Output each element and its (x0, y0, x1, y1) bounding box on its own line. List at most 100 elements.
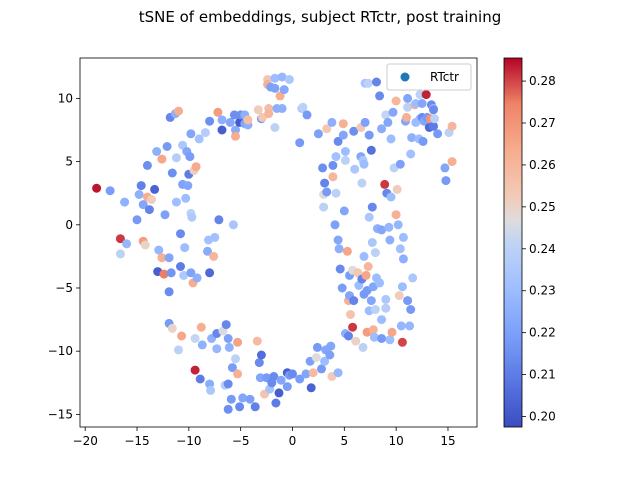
data-point-119 (264, 109, 274, 119)
data-point-91 (229, 110, 239, 120)
data-point-5 (120, 197, 130, 207)
data-point-165 (328, 160, 338, 170)
data-point-293 (447, 157, 457, 167)
data-point-166 (328, 172, 338, 182)
data-point-149 (311, 353, 321, 362)
y-tick-label: −10 (48, 344, 73, 358)
data-point-156 (320, 356, 330, 366)
data-point-217 (367, 202, 377, 212)
data-point-43 (179, 270, 189, 280)
data-point-139 (288, 369, 297, 379)
data-point-8 (134, 190, 144, 199)
data-point-78 (217, 115, 227, 125)
data-point-161 (325, 350, 335, 360)
y-axis: −15 −10 −5 0 5 10 (48, 91, 80, 421)
legend: RTctr (386, 63, 472, 91)
data-point-180 (340, 147, 350, 156)
data-point-219 (368, 325, 378, 335)
data-point-252 (395, 159, 405, 169)
data-point-265 (406, 305, 416, 314)
x-tick-label: 0 (289, 434, 297, 448)
data-point-244 (387, 327, 397, 337)
data-point-236 (381, 303, 391, 313)
data-point-250 (393, 220, 403, 230)
data-point-76 (213, 107, 223, 117)
data-point-87 (225, 117, 235, 127)
colorbar-tick-label: 0.25 (529, 200, 556, 214)
data-point-96 (233, 369, 243, 379)
data-point-290 (441, 176, 451, 186)
data-point-28 (164, 253, 174, 263)
data-point-70 (206, 385, 216, 395)
data-point-179 (340, 155, 350, 165)
y-tick-label: 10 (58, 91, 73, 105)
colorbar-tick-label: 0.24 (529, 242, 556, 256)
x-tick-label: 5 (341, 434, 349, 448)
data-point-59 (192, 273, 202, 283)
data-point-20 (154, 245, 164, 255)
data-point-261 (403, 102, 413, 112)
data-point-40 (177, 331, 187, 341)
data-point-258 (398, 254, 408, 264)
data-point-222 (370, 248, 380, 258)
data-point-44 (180, 243, 190, 253)
plot-frame (79, 57, 478, 428)
chart-title: tSNE of embeddings, subject RTctr, post … (139, 8, 501, 26)
colorbar-tick-label: 0.27 (529, 116, 556, 130)
data-point-162 (326, 341, 336, 351)
data-point-25 (162, 142, 172, 151)
data-point-16 (147, 195, 156, 204)
data-point-111 (256, 350, 266, 360)
data-point-133 (277, 72, 287, 82)
data-point-160 (322, 187, 332, 197)
data-point-86 (224, 342, 234, 352)
x-tick-label: 15 (440, 434, 455, 448)
data-point-6 (122, 239, 132, 249)
data-points (92, 72, 457, 414)
data-point-3 (115, 234, 125, 244)
data-point-64 (200, 128, 210, 138)
data-point-51 (186, 129, 196, 139)
data-point-36 (174, 106, 183, 116)
data-point-79 (217, 125, 227, 135)
data-point-134 (279, 85, 289, 95)
data-point-288 (433, 129, 443, 139)
data-point-171 (333, 235, 343, 245)
colorbar-tick-label: 0.28 (529, 74, 556, 88)
data-point-65 (203, 246, 212, 256)
data-point-63 (197, 340, 207, 350)
data-point-32 (167, 168, 177, 178)
data-point-14 (142, 160, 152, 170)
y-tick-label: 5 (65, 155, 73, 169)
data-point-257 (398, 232, 408, 242)
data-point-182 (342, 246, 352, 256)
data-point-89 (227, 363, 237, 373)
data-point-187 (346, 310, 355, 319)
data-point-56 (190, 365, 200, 375)
data-point-17 (150, 184, 160, 194)
data-point-207 (361, 270, 371, 280)
x-tick-label: −10 (176, 434, 201, 448)
data-point-94 (231, 131, 240, 141)
data-point-233 (380, 179, 390, 189)
data-point-239 (384, 222, 394, 232)
data-point-256 (397, 282, 407, 292)
data-point-39 (176, 229, 185, 239)
data-point-145 (302, 110, 312, 120)
data-point-164 (327, 117, 337, 127)
data-point-45 (181, 193, 191, 203)
data-point-167 (330, 220, 340, 230)
data-point-266 (406, 149, 416, 159)
data-point-253 (395, 244, 405, 254)
data-point-132 (277, 104, 287, 113)
data-point-93 (231, 354, 240, 364)
data-point-210 (363, 78, 373, 88)
data-point-137 (284, 75, 294, 84)
data-point-212 (364, 212, 374, 222)
data-point-199 (357, 178, 367, 188)
data-point-216 (366, 145, 376, 155)
data-point-177 (338, 119, 348, 129)
data-point-26 (164, 287, 174, 297)
data-point-95 (233, 337, 243, 347)
data-point-279 (421, 90, 431, 100)
